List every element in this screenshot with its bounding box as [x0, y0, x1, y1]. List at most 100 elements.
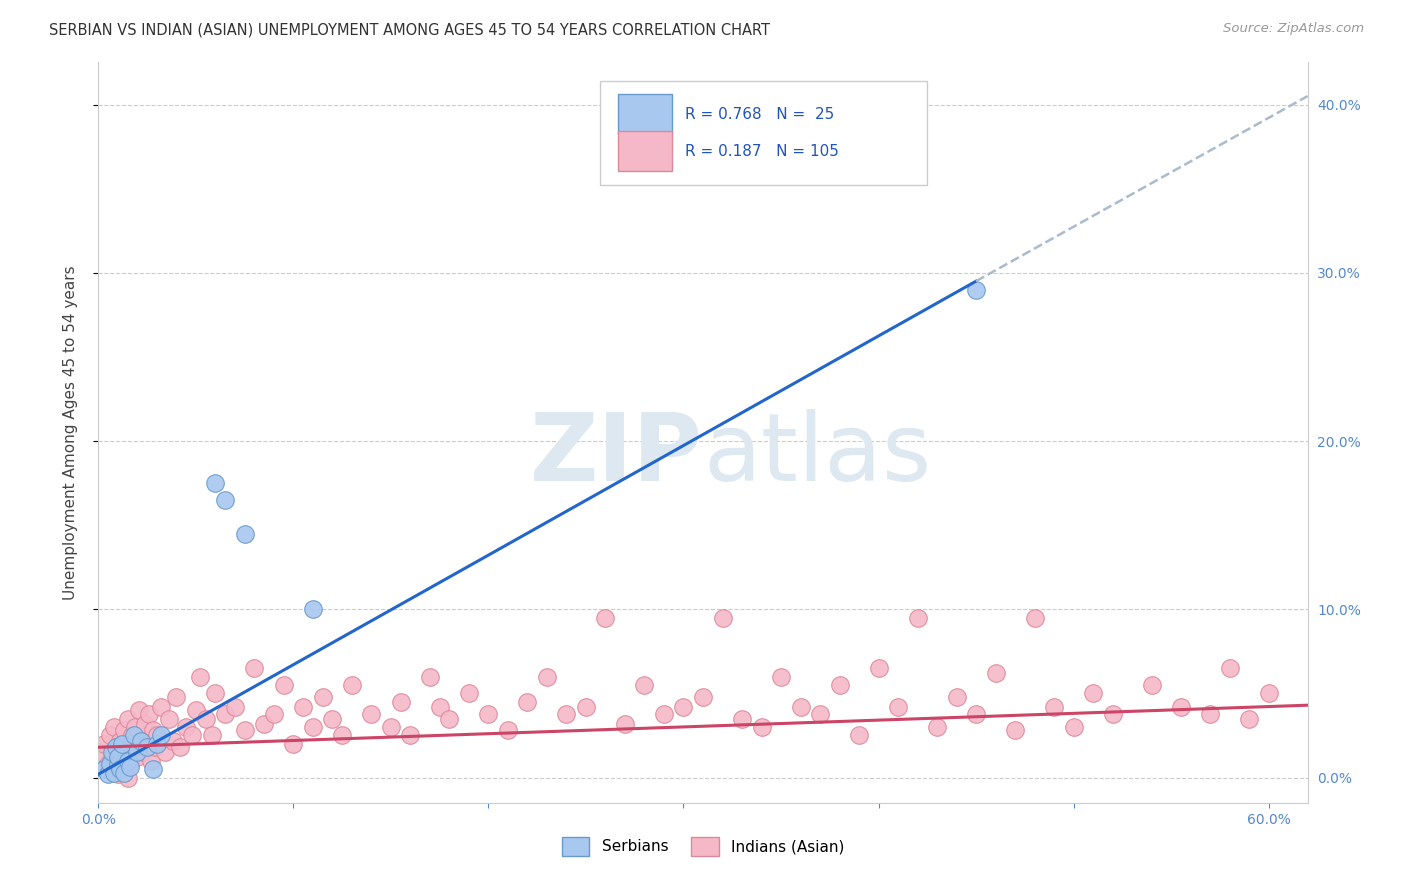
- Point: [283, 737, 305, 751]
- Point: [321, 712, 343, 726]
- Point: [181, 729, 204, 743]
- Point: [108, 762, 131, 776]
- Point: [672, 699, 695, 714]
- Point: [243, 661, 266, 675]
- Point: [1024, 610, 1046, 624]
- Point: [984, 666, 1007, 681]
- Point: [107, 740, 129, 755]
- Point: [124, 720, 146, 734]
- Point: [139, 754, 162, 768]
- Point: [174, 720, 197, 734]
- Point: [769, 670, 792, 684]
- Point: [142, 762, 165, 776]
- Point: [204, 476, 226, 491]
- Point: [127, 745, 149, 759]
- Point: [439, 712, 461, 726]
- Point: [1237, 712, 1260, 726]
- Point: [200, 729, 222, 743]
- Point: [149, 729, 172, 743]
- Point: [128, 703, 150, 717]
- Point: [652, 706, 675, 721]
- Point: [138, 706, 160, 721]
- Point: [165, 690, 187, 704]
- Point: [692, 690, 714, 704]
- Point: [142, 723, 165, 738]
- Point: [399, 729, 422, 743]
- Point: [118, 760, 141, 774]
- Point: [104, 762, 127, 776]
- Point: [107, 767, 129, 781]
- Text: atlas: atlas: [703, 409, 931, 500]
- Point: [184, 703, 207, 717]
- Point: [131, 733, 153, 747]
- Point: [1101, 706, 1123, 721]
- Point: [194, 712, 217, 726]
- Point: [122, 740, 145, 755]
- Point: [98, 757, 121, 772]
- Point: [965, 283, 987, 297]
- Point: [108, 733, 131, 747]
- Point: [751, 720, 773, 734]
- Point: [731, 712, 754, 726]
- Point: [134, 716, 156, 731]
- Point: [1170, 699, 1192, 714]
- Point: [107, 757, 129, 772]
- Point: [1081, 686, 1104, 700]
- Point: [121, 729, 143, 743]
- Text: ZIP: ZIP: [530, 409, 703, 500]
- Point: [224, 699, 246, 714]
- Text: Source: ZipAtlas.com: Source: ZipAtlas.com: [1223, 22, 1364, 36]
- Point: [360, 706, 382, 721]
- Point: [907, 610, 929, 624]
- Point: [263, 706, 285, 721]
- Point: [458, 686, 481, 700]
- Point: [136, 740, 159, 755]
- Text: R = 0.768   N =  25: R = 0.768 N = 25: [685, 107, 834, 122]
- Point: [117, 771, 139, 785]
- Point: [614, 716, 637, 731]
- Point: [112, 723, 135, 738]
- Point: [389, 695, 412, 709]
- Point: [112, 765, 135, 780]
- Point: [104, 740, 127, 755]
- Point: [1063, 720, 1085, 734]
- Point: [1257, 686, 1279, 700]
- Point: [868, 661, 890, 675]
- Point: [103, 762, 125, 776]
- Point: [97, 757, 120, 772]
- Point: [1140, 678, 1163, 692]
- Point: [925, 720, 948, 734]
- Point: [302, 720, 325, 734]
- Point: [595, 610, 617, 624]
- Point: [253, 716, 276, 731]
- Point: [419, 670, 441, 684]
- Text: SERBIAN VS INDIAN (ASIAN) UNEMPLOYMENT AMONG AGES 45 TO 54 YEARS CORRELATION CHA: SERBIAN VS INDIAN (ASIAN) UNEMPLOYMENT A…: [49, 22, 770, 37]
- Point: [97, 767, 120, 781]
- Point: [114, 745, 136, 759]
- Point: [1219, 661, 1241, 675]
- Point: [146, 729, 169, 743]
- Point: [1004, 723, 1026, 738]
- Point: [536, 670, 558, 684]
- Point: [101, 745, 124, 759]
- Point: [945, 690, 967, 704]
- Point: [302, 602, 325, 616]
- Y-axis label: Unemployment Among Ages 45 to 54 years: Unemployment Among Ages 45 to 54 years: [63, 265, 77, 600]
- Point: [136, 737, 159, 751]
- Point: [233, 526, 256, 541]
- Point: [118, 757, 141, 772]
- Point: [1199, 706, 1222, 721]
- Point: [233, 723, 256, 738]
- FancyBboxPatch shape: [619, 95, 672, 135]
- Point: [122, 729, 145, 743]
- Point: [633, 678, 655, 692]
- FancyBboxPatch shape: [600, 81, 927, 185]
- Point: [101, 750, 124, 764]
- Point: [496, 723, 519, 738]
- Point: [340, 678, 363, 692]
- Point: [330, 729, 353, 743]
- Point: [828, 678, 851, 692]
- Point: [93, 762, 115, 776]
- FancyBboxPatch shape: [619, 131, 672, 171]
- Text: R = 0.187   N = 105: R = 0.187 N = 105: [685, 144, 839, 159]
